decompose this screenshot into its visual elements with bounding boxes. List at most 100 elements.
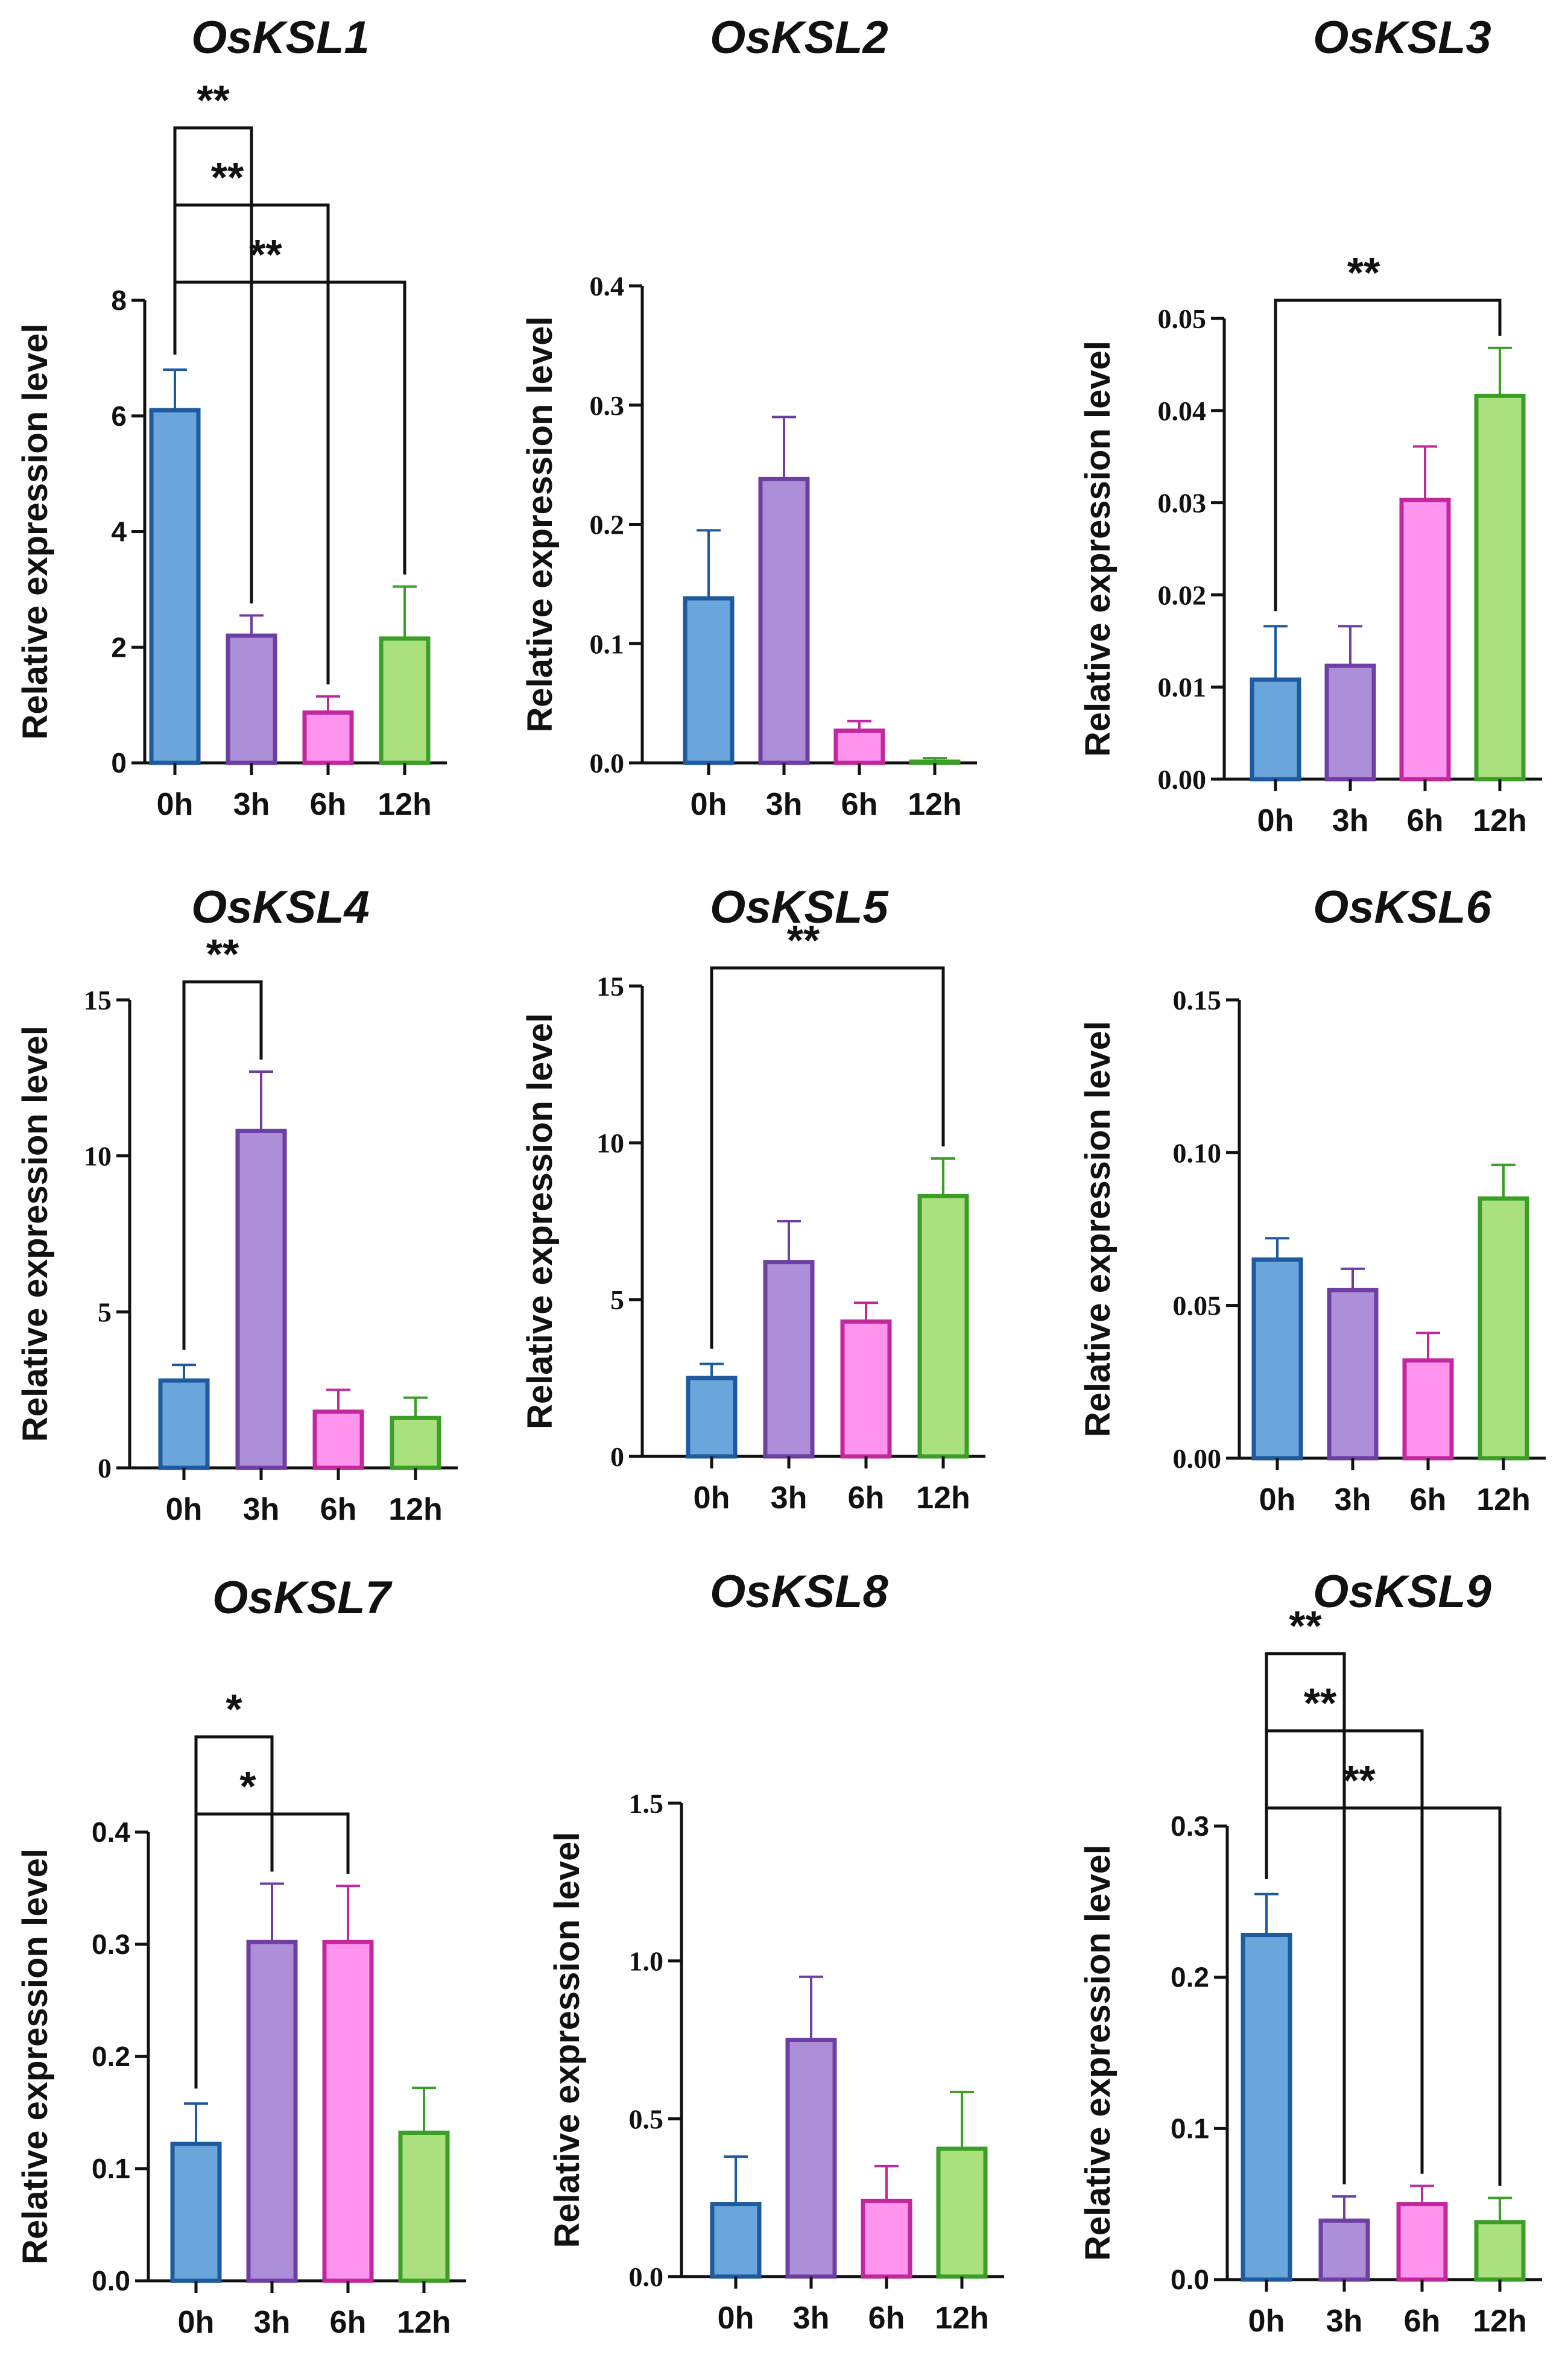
y-tick-label: 0.05 (1158, 303, 1207, 334)
significance-bracket (1274, 299, 1502, 612)
y-tick-label: 0.3 (92, 1929, 130, 1960)
significance-bracket (710, 966, 945, 1349)
y-tick-label: 10 (84, 1141, 112, 1172)
bar-0h (149, 408, 201, 765)
x-tick-label: 0h (166, 1492, 203, 1527)
chart-title: OsKSL2 (710, 12, 888, 63)
y-tick-label: 0.1 (1171, 2113, 1209, 2144)
x-tick-label: 3h (233, 787, 270, 822)
bar-3h (758, 476, 810, 765)
x-tick-label: 0h (178, 2305, 215, 2340)
x-tick-label: 12h (1473, 2304, 1527, 2339)
x-tick-label: 3h (1326, 2304, 1363, 2339)
x-tick-label: 6h (1404, 2304, 1441, 2339)
bar-0h (1241, 1932, 1292, 2282)
y-axis-label: Relative expression level (1078, 341, 1118, 757)
bar-3h (226, 633, 277, 765)
y-tick-label: 2 (111, 631, 127, 663)
x-tick-label: 6h (1407, 803, 1444, 838)
bar-12h (909, 759, 961, 765)
significance-label: ** (249, 231, 282, 278)
y-tick-label: 0.4 (92, 1816, 130, 1848)
bar-0h (158, 1378, 210, 1470)
x-tick-label: 6h (841, 787, 878, 822)
y-tick-label: 15 (84, 985, 112, 1016)
x-tick-label: 0h (1257, 803, 1294, 838)
y-tick-label: 0.4 (590, 271, 625, 302)
x-tick-label: 6h (868, 2301, 905, 2336)
x-tick-label: 3h (793, 2301, 830, 2336)
chart-panel-osksl9: OsKSL9 Relative expression level 0.0 0.1 0.2… (1078, 1566, 1542, 2339)
chart-title: OsKSL5 (710, 882, 889, 933)
x-tick-label: 3h (766, 787, 803, 822)
x-tick-label: 0h (1259, 1482, 1296, 1517)
y-tick-label: 0.00 (1158, 764, 1207, 795)
y-tick-label: 0.5 (629, 2103, 664, 2134)
y-tick-label: 0.01 (1158, 672, 1207, 703)
significance-label: * (239, 1763, 256, 1810)
bar-0h (170, 2141, 222, 2283)
x-tick-label: 12h (378, 787, 432, 822)
significance-bracket (194, 1812, 350, 2089)
y-tick-label: 0 (111, 747, 127, 779)
y-tick-label: 0.3 (590, 390, 625, 421)
significance-label: ** (197, 77, 230, 124)
x-tick-label: 0h (694, 1481, 730, 1516)
y-tick-label: 0.10 (1173, 1137, 1222, 1168)
bar-3h (1318, 2218, 1370, 2282)
bar-6h (302, 710, 354, 765)
x-tick-label: 0h (1248, 2304, 1285, 2339)
significance-bracket (1265, 1729, 1424, 2174)
x-tick-label: 0h (157, 787, 194, 822)
y-axis-label: Relative expression level (16, 324, 55, 740)
significance-label: ** (1304, 1680, 1337, 1727)
y-tick-label: 0.1 (92, 2153, 130, 2184)
chart-panel-osksl5: OsKSL5 Relative expression level 0 5 10 15 0h 3… (520, 882, 985, 1516)
x-tick-label: 3h (254, 2305, 291, 2340)
y-tick-label: 5 (610, 1285, 624, 1315)
y-tick-label: 0.0 (92, 2265, 130, 2296)
y-tick-label: 0.03 (1158, 488, 1207, 519)
bar-0h (683, 596, 735, 765)
significance-label: ** (787, 917, 820, 964)
y-tick-label: 0.2 (92, 2041, 130, 2072)
significance-bracket (173, 280, 406, 575)
x-tick-label: 3h (771, 1481, 808, 1516)
chart-title: OsKSL3 (1313, 12, 1491, 63)
y-axis-label: Relative expression level (16, 1848, 55, 2265)
bar-3h (235, 1128, 287, 1470)
y-tick-label: 5 (98, 1297, 112, 1327)
significance-label: ** (211, 154, 244, 201)
bar-0h (1250, 677, 1301, 782)
y-tick-label: 0.1 (590, 628, 625, 659)
bar-6h (1402, 1358, 1454, 1461)
bar-3h (785, 2038, 837, 2279)
y-tick-label: 0.2 (590, 510, 625, 540)
x-tick-label: 3h (243, 1492, 280, 1527)
significance-label: ** (1347, 249, 1380, 296)
x-tick-label: 12h (1473, 803, 1527, 838)
bar-6h (312, 1409, 364, 1470)
x-tick-label: 6h (330, 2305, 367, 2340)
chart-panel-osksl3: OsKSL3 Relative expression level 0.00 0.01 0… (1078, 12, 1542, 838)
bar-12h (936, 2146, 988, 2279)
y-tick-label: 8 (111, 285, 127, 316)
bar-12h (917, 1193, 969, 1459)
bar-12h (379, 636, 431, 765)
x-tick-label: 0h (718, 2301, 754, 2336)
chart-panel-osksl2: OsKSL2 Relative expression level 0.0 0.1 0.2… (520, 12, 977, 822)
y-tick-label: 0.2 (1171, 1962, 1209, 1993)
x-tick-label: 12h (1476, 1482, 1531, 1517)
y-axis-label: Relative expression level (1078, 1845, 1118, 2261)
x-tick-label: 6h (310, 787, 347, 822)
y-axis-label: Relative expression level (520, 1013, 560, 1429)
bar-12h (390, 1415, 441, 1470)
significance-label: ** (1342, 1757, 1376, 1804)
y-tick-label: 0.00 (1173, 1443, 1222, 1474)
significance-bracket (173, 203, 330, 684)
bar-3h (763, 1260, 815, 1459)
chart-title: OsKSL6 (1313, 882, 1491, 933)
bar-6h (1396, 2202, 1448, 2282)
bar-6h (1399, 498, 1451, 782)
